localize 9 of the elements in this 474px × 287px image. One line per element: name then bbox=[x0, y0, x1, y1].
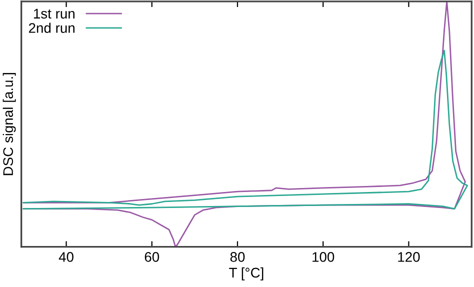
x-tick-label: 100 bbox=[312, 252, 334, 262]
legend-label: 2nd run bbox=[28, 22, 74, 33]
x-tick-label: 60 bbox=[144, 252, 160, 262]
legend-label: 1st run bbox=[34, 8, 74, 19]
y-axis-title: DSC signal [a.u.] bbox=[2, 73, 16, 176]
x-tick-label: 40 bbox=[58, 252, 74, 262]
x-tick-label: 120 bbox=[398, 252, 420, 262]
x-tick-label: 80 bbox=[230, 252, 245, 262]
x-axis-title: T [°C] bbox=[229, 267, 264, 280]
